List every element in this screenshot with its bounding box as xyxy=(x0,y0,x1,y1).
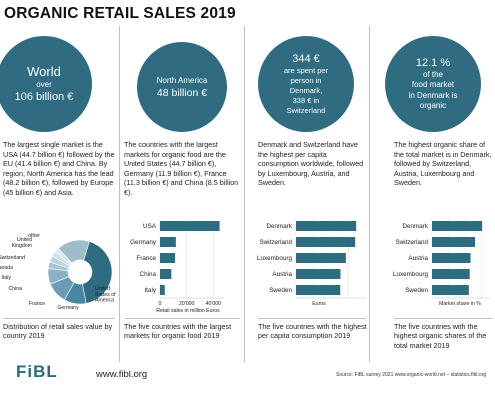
circle-line: are spent per xyxy=(283,65,329,75)
bar xyxy=(160,285,165,295)
donut-slice xyxy=(81,241,113,304)
bar xyxy=(296,269,341,279)
circle-line: in Denmark is xyxy=(408,90,458,100)
x-axis-label: Retail sales in million Euros xyxy=(156,308,220,314)
category-label: France xyxy=(136,255,156,262)
bar xyxy=(160,253,176,263)
organic-share-description: The highest organic share of the total m… xyxy=(394,140,492,188)
north-america-circle: North America 48 billion € xyxy=(137,42,227,132)
donut-label: other xyxy=(28,233,40,239)
category-label: Denmark xyxy=(266,223,292,230)
category-label: China xyxy=(140,271,157,278)
world-description: The largest single market is the USA (44… xyxy=(3,140,115,197)
bar xyxy=(432,285,469,295)
circle-line: of the xyxy=(422,69,443,79)
north-america-description: The countries with the largest markets f… xyxy=(124,140,239,197)
bar xyxy=(432,237,476,247)
category-label: Austria xyxy=(272,271,292,278)
organic-share-bar-chart: Denmark Switzerland Austria Luxembourg Swede… xyxy=(393,216,490,307)
category-label: Austria xyxy=(408,255,428,262)
bar xyxy=(296,221,357,231)
organic-share-circle: 12.1 % of the food market in Denmark is … xyxy=(385,36,481,132)
world-caption: Distribution of retail sales value by co… xyxy=(3,322,113,341)
fibl-logo: FiBL xyxy=(16,362,58,381)
bar xyxy=(296,285,341,295)
donut-slice xyxy=(58,239,90,264)
tick-label: 40'000 xyxy=(206,301,222,307)
per-capita-caption: The five countries with the highest per … xyxy=(258,322,367,341)
donut-label: France xyxy=(29,301,45,307)
donut-label: Italy xyxy=(1,275,11,281)
donut-label: United States of America xyxy=(95,286,116,304)
category-label: Sweden xyxy=(405,287,428,294)
circle-line: World xyxy=(27,64,61,79)
category-label: Switzerland xyxy=(259,239,292,246)
category-label: Germany xyxy=(130,239,157,246)
x-axis-label: Market share in % xyxy=(439,301,481,307)
country-distribution-donut: United States of America Germany France China… xyxy=(0,233,116,311)
caption-divider xyxy=(125,318,240,319)
per-capita-description: Denmark and Switzerland have the highest… xyxy=(258,140,364,188)
bar xyxy=(160,221,220,231)
caption-divider xyxy=(394,318,492,319)
circle-line: Denmark, xyxy=(289,85,323,95)
tick-label: 0 xyxy=(159,301,162,307)
donut-label: United Kingdom xyxy=(12,237,33,249)
donut-label: Canada xyxy=(0,265,13,271)
donut-label: China xyxy=(8,286,22,292)
column-separator xyxy=(244,26,245,362)
bar xyxy=(432,269,470,279)
category-label: Switzerland xyxy=(395,239,428,246)
donut-label: Germany xyxy=(57,305,79,311)
circle-line: organic xyxy=(419,101,447,110)
bar xyxy=(432,253,471,263)
world-circle: World over 106 billion € xyxy=(0,36,92,132)
bar xyxy=(296,237,356,247)
category-label: USA xyxy=(143,223,157,230)
category-label: Luxembourg xyxy=(393,271,429,278)
organic-share-caption: The five countries with the highest orga… xyxy=(394,322,487,350)
circle-line: over xyxy=(36,80,52,89)
caption-divider xyxy=(4,318,114,319)
bar xyxy=(432,221,483,231)
column-separator xyxy=(369,26,370,362)
circle-line: 338 € in xyxy=(292,95,320,105)
largest-markets-caption: The five countries with the largest mark… xyxy=(124,322,232,341)
circle-line: Switzerland xyxy=(286,105,326,115)
source-note: Source: FiBL survey 2021 www.organic-wor… xyxy=(336,372,487,378)
column-separator xyxy=(119,26,120,362)
donut-label: Switzerland xyxy=(0,255,25,261)
website-link[interactable]: www.fibl.org xyxy=(96,369,148,380)
circle-line: 12.1 % xyxy=(415,56,451,69)
per-capita-bar-chart: Denmark Switzerland Luxembourg Austria Swede… xyxy=(257,216,366,307)
circle-line: food market xyxy=(411,80,455,89)
circle-line: 106 billion € xyxy=(14,91,74,103)
x-axis-label: Euros xyxy=(312,301,326,307)
largest-markets-bar-chart: USA Germany France China Italy 0 20'000 40'000R… xyxy=(130,216,224,314)
category-label: Italy xyxy=(144,287,156,294)
bar xyxy=(296,253,346,263)
caption-divider xyxy=(258,318,366,319)
page-title: ORGANIC RETAIL SALES 2019 xyxy=(4,5,236,22)
circle-line: 48 billion € xyxy=(156,86,208,99)
category-label: Sweden xyxy=(269,287,292,294)
circle-line: 344 € xyxy=(292,52,320,65)
circle-line: person in xyxy=(290,75,322,85)
bar xyxy=(160,269,172,279)
bar xyxy=(160,237,176,247)
per-capita-circle: 344 € are spent per person in Denmark, 3… xyxy=(258,36,354,132)
circle-line: North America xyxy=(156,75,208,85)
tick-label: 20'000 xyxy=(179,301,195,307)
category-label: Denmark xyxy=(402,223,428,230)
category-label: Luxembourg xyxy=(257,255,293,262)
